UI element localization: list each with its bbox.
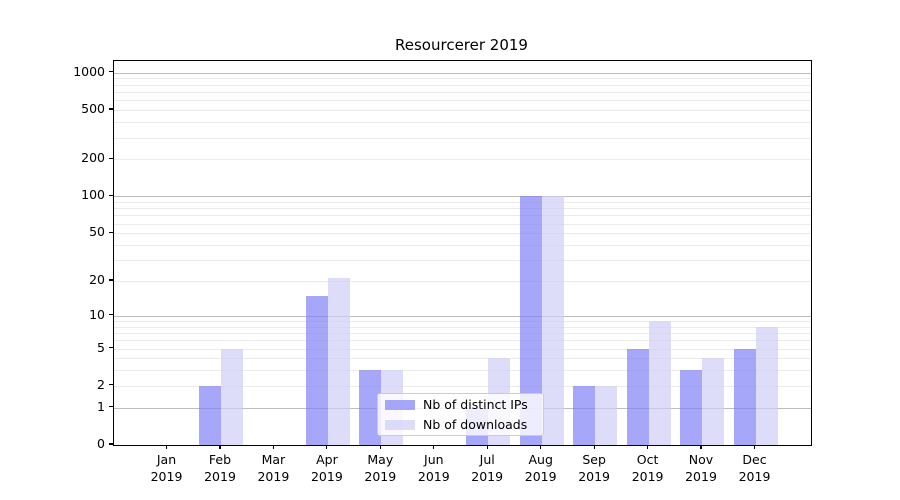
y-tick-mark [109,108,113,110]
bar-downloads-dec [755,326,778,445]
bar-distinct-ips-oct [626,348,649,445]
x-tick-label-mar: Mar 2019 [257,452,290,484]
x-tick-mark [379,445,381,450]
bar-downloads-sep [595,385,618,445]
y-tick-mark [109,346,113,349]
chart-title: Resourcerer 2019 [395,36,528,54]
gridline-600 [114,100,811,102]
x-tick-label-may: May 2019 [364,452,397,484]
y-tick-label-1: 1 [97,398,105,414]
y-tick-mark [109,406,113,408]
bar-downloads-nov [702,358,724,445]
y-tick-label-100: 100 [81,187,105,203]
x-tick-label-sep: Sep 2019 [578,452,610,484]
y-tick-mark [109,443,113,445]
gridline-7 [114,333,811,334]
gridline-4 [114,358,811,360]
y-tick-mark [109,279,113,281]
bar-downloads-oct [648,320,671,445]
y-tick-label-20: 20 [89,272,105,287]
bar-distinct-ips-aug [519,196,542,445]
bar-distinct-ips-nov [680,370,702,445]
x-tick-mark [593,445,595,450]
bar-distinct-ips-may [359,370,382,445]
distinct-ips-swatch [385,399,415,410]
gridline-5 [114,348,811,350]
bar-downloads-aug [541,196,564,445]
y-tick-mark [109,194,113,196]
x-tick-label-apr: Apr 2019 [310,452,343,484]
y-tick-label-500: 500 [81,101,105,116]
legend-label-distinct-ips: Nb of distinct IPs [423,397,528,412]
legend-row-downloads: Nb of downloads [385,417,535,432]
downloads-swatch [385,419,415,430]
gridline-80 [114,208,811,210]
gridline-200 [114,159,811,161]
gridline-2 [114,385,811,387]
y-tick-mark [109,314,113,316]
bar-downloads-apr [327,278,350,445]
gridline-800 [114,84,811,86]
gridline-20 [114,281,811,282]
x-tick-mark [753,445,756,450]
gridline-100 [114,196,811,198]
y-tick-mark [109,71,113,73]
gridline-9 [114,320,811,322]
gridline-50 [114,233,811,235]
x-tick-label-dec: Dec 2019 [738,452,771,484]
legend: Nb of distinct IPs Nb of downloads [377,393,544,436]
bar-distinct-ips-feb [199,385,221,445]
y-tick-label-1000: 1000 [73,63,105,79]
gridline-40 [114,244,811,246]
gridline-900 [114,78,811,80]
gridline-60 [114,223,811,225]
y-tick-label-5: 5 [97,339,105,355]
gridline-10 [114,315,811,317]
x-tick-mark [165,445,168,450]
x-tick-label-aug: Aug 2019 [524,452,557,484]
x-tick-mark [433,445,435,450]
legend-label-downloads: Nb of downloads [423,417,528,432]
x-tick-mark [700,445,702,450]
gridline-3 [114,370,811,372]
gridline-400 [114,122,811,123]
gridline-8 [114,326,811,328]
y-tick-label-50: 50 [89,224,105,240]
y-tick-label-10: 10 [89,306,105,322]
x-tick-label-oct: Oct 2019 [631,452,664,484]
y-tick-label-200: 200 [81,150,105,166]
gridline-700 [114,91,811,93]
plot-area [113,60,812,446]
gridline-300 [114,137,811,139]
y-tick-label-0: 0 [97,436,105,451]
gridline-500 [114,110,811,111]
x-tick-label-jan: Jan 2019 [150,452,183,484]
y-tick-label-2: 2 [97,376,105,392]
legend-row-distinct-ips: Nb of distinct IPs [385,397,535,412]
gridline-90 [114,201,811,203]
x-tick-mark [272,445,274,450]
bar-distinct-ips-dec [733,348,756,445]
x-tick-mark [647,445,649,450]
x-tick-mark [219,445,221,450]
x-tick-label-jul: Jul 2019 [471,452,504,484]
gridline-6 [114,340,811,342]
x-tick-label-nov: Nov 2019 [685,452,717,484]
gridline-1000 [114,72,811,74]
bar-distinct-ips-apr [305,295,328,445]
y-tick-mark [109,384,113,386]
gridline-30 [114,260,811,261]
bar-downloads-feb [221,348,243,445]
x-tick-label-jun: Jun 2019 [417,452,450,484]
gridline-70 [114,215,811,217]
x-tick-mark [486,445,488,450]
bar-distinct-ips-sep [573,385,596,445]
x-tick-mark [326,445,328,450]
y-tick-mark [109,157,113,159]
x-tick-mark [540,445,542,450]
x-tick-label-feb: Feb 2019 [204,452,236,484]
y-tick-mark [109,231,113,233]
